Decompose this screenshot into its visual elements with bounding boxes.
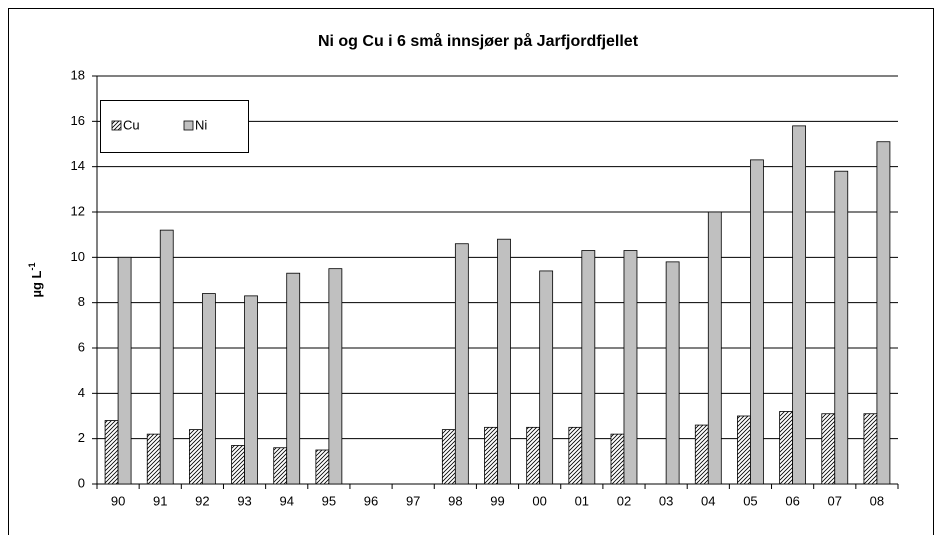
x-tick-label: 92 [195, 493, 209, 508]
bar [497, 238, 511, 485]
bar [117, 256, 132, 485]
x-tick-label: 97 [406, 493, 420, 508]
x-tick-label: 01 [575, 493, 589, 508]
bar [454, 243, 469, 485]
bar [526, 426, 541, 485]
bar [834, 170, 849, 485]
bar [315, 449, 330, 485]
y-axis-label: µg L-1 [27, 263, 44, 298]
bar [146, 433, 161, 485]
bar [568, 426, 583, 485]
bar [273, 447, 288, 485]
legend-label: Ni [195, 117, 207, 132]
x-tick-label: 08 [870, 493, 884, 508]
bar [188, 429, 203, 485]
legend-box [100, 100, 249, 153]
x-tick-label: 03 [659, 493, 673, 508]
bar [707, 211, 722, 485]
x-tick-label: 00 [532, 493, 546, 508]
y-tick-label: 14 [71, 158, 85, 173]
x-tick-label: 99 [490, 493, 504, 508]
bar [328, 268, 343, 485]
bar [821, 413, 836, 485]
legend-swatch [111, 120, 122, 131]
bar [244, 295, 258, 485]
legend-label: Cu [123, 117, 140, 132]
y-tick-label: 18 [71, 67, 85, 82]
x-tick-label: 94 [279, 493, 293, 508]
bar [286, 272, 301, 485]
y-tick-label: 16 [71, 113, 85, 128]
x-tick-label: 07 [828, 493, 842, 508]
x-tick-label: 06 [785, 493, 799, 508]
bar [201, 293, 216, 485]
bar [581, 250, 596, 485]
x-tick-label: 95 [322, 493, 336, 508]
x-tick-label: 98 [448, 493, 462, 508]
bar [665, 261, 680, 485]
bar [539, 270, 554, 485]
x-tick-label: 91 [153, 493, 167, 508]
bar [623, 250, 638, 485]
bar [231, 445, 245, 485]
x-tick-label: 02 [617, 493, 631, 508]
x-tick-label: 90 [111, 493, 125, 508]
x-tick-label: 05 [743, 493, 757, 508]
y-tick-label: 2 [78, 430, 85, 445]
bar [610, 433, 625, 485]
x-tick-label: 04 [701, 493, 715, 508]
y-tick-label: 0 [78, 475, 85, 490]
bar [159, 229, 174, 485]
bar [792, 125, 807, 485]
bar [441, 429, 456, 485]
legend-swatch [183, 120, 194, 131]
y-tick-label: 8 [78, 294, 85, 309]
y-tick-label: 12 [71, 203, 85, 218]
y-tick-label: 6 [78, 339, 85, 354]
bar [779, 411, 794, 485]
y-tick-label: 4 [78, 385, 85, 400]
bar [694, 424, 709, 485]
bar [484, 426, 498, 485]
bar [863, 413, 878, 485]
x-tick-label: 96 [364, 493, 378, 508]
bar [104, 420, 119, 485]
x-tick-label: 93 [237, 493, 251, 508]
y-tick-label: 10 [71, 249, 85, 264]
chart-title: Ni og Cu i 6 små innsjøer på Jarfjordfje… [318, 32, 639, 50]
bar [876, 141, 891, 485]
bar [737, 415, 751, 485]
bar [750, 159, 764, 485]
